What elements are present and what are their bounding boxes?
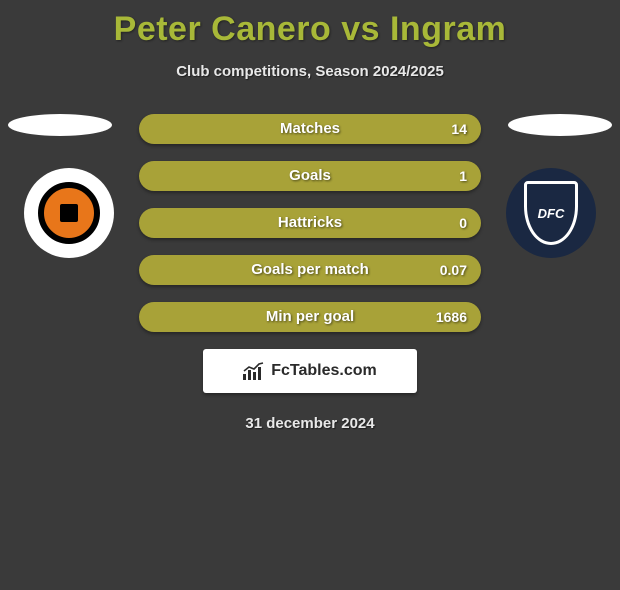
stat-row: Matches 14 [139,114,481,144]
stat-value: 1 [459,161,467,191]
stat-value: 1686 [436,302,467,332]
stat-label: Hattricks [139,208,481,238]
stat-row: Goals 1 [139,161,481,191]
club-badge-left [24,168,114,258]
club-badge-right: DFC [506,168,596,258]
chart-icon [243,362,265,380]
subtitle: Club competitions, Season 2024/2025 [0,63,620,80]
club-badge-left-inner [38,182,100,244]
stat-row: Min per goal 1686 [139,302,481,332]
stats-list: Matches 14 Goals 1 Hattricks 0 Goals per… [139,114,481,332]
ellipse-right [508,114,612,136]
comparison-area: DFC Matches 14 Goals 1 Hattricks 0 Goals… [0,114,620,432]
club-badge-right-inner: DFC [524,181,578,245]
stat-row: Hattricks 0 [139,208,481,238]
stat-value: 14 [451,114,467,144]
stat-row: Goals per match 0.07 [139,255,481,285]
stat-value: 0 [459,208,467,238]
page-title: Peter Canero vs Ingram [0,10,620,49]
date-text: 31 december 2024 [0,415,620,432]
stat-label: Matches [139,114,481,144]
stat-value: 0.07 [440,255,467,285]
brand-box: FcTables.com [203,349,417,393]
stat-label: Goals [139,161,481,191]
brand-text: FcTables.com [271,362,377,380]
stat-label: Goals per match [139,255,481,285]
stat-label: Min per goal [139,302,481,332]
ellipse-left [8,114,112,136]
